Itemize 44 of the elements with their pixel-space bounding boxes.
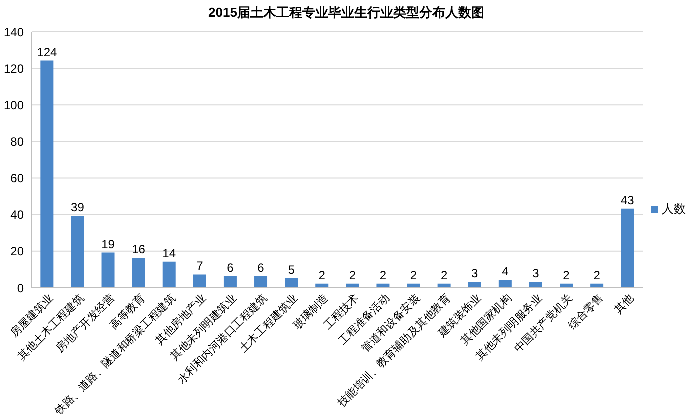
bar — [498, 280, 512, 288]
y-tick-label: 40 — [10, 208, 24, 222]
bar — [529, 282, 542, 288]
y-tick-label: 0 — [17, 281, 24, 296]
data-label: 2 — [410, 268, 418, 282]
bar — [162, 262, 176, 288]
y-tick-label: 140 — [4, 25, 24, 40]
y-tick-label: 120 — [4, 62, 24, 76]
data-label: 4 — [502, 264, 510, 279]
y-tick-label: 60 — [10, 172, 24, 186]
data-label: 2 — [380, 268, 387, 282]
legend-label: 人数 — [662, 202, 686, 216]
bar — [71, 216, 84, 288]
y-tick-label: 100 — [4, 98, 24, 112]
data-label: 2 — [440, 268, 448, 282]
data-label: 16 — [132, 242, 146, 257]
data-label: 6 — [227, 261, 234, 276]
data-label: 43 — [620, 193, 635, 208]
data-label: 3 — [472, 266, 479, 281]
bar — [224, 276, 237, 288]
data-label: 3 — [532, 266, 540, 281]
x-tick-label: 其他 — [612, 292, 637, 316]
bar — [40, 60, 54, 288]
y-tick-label: 80 — [10, 134, 24, 149]
bar — [193, 274, 206, 288]
data-label: 6 — [258, 261, 265, 276]
data-label: 19 — [102, 237, 116, 252]
data-label: 5 — [288, 262, 296, 277]
bar — [468, 282, 482, 288]
data-label: 14 — [162, 246, 176, 260]
y-tick-label: 20 — [10, 244, 24, 259]
data-label: 7 — [196, 259, 204, 274]
data-label: 2 — [563, 268, 570, 282]
bar — [254, 276, 268, 288]
data-label: 2 — [594, 268, 601, 282]
bar — [132, 258, 146, 288]
data-label: 39 — [71, 200, 85, 215]
data-label: 124 — [37, 45, 58, 60]
bar — [285, 278, 298, 288]
bar — [102, 252, 115, 288]
chart-title: 2015届土木工程专业毕业生行业类型分布人数图 — [208, 4, 486, 22]
bar — [621, 208, 634, 288]
data-label: 2 — [318, 268, 326, 282]
data-label: 2 — [349, 268, 356, 282]
